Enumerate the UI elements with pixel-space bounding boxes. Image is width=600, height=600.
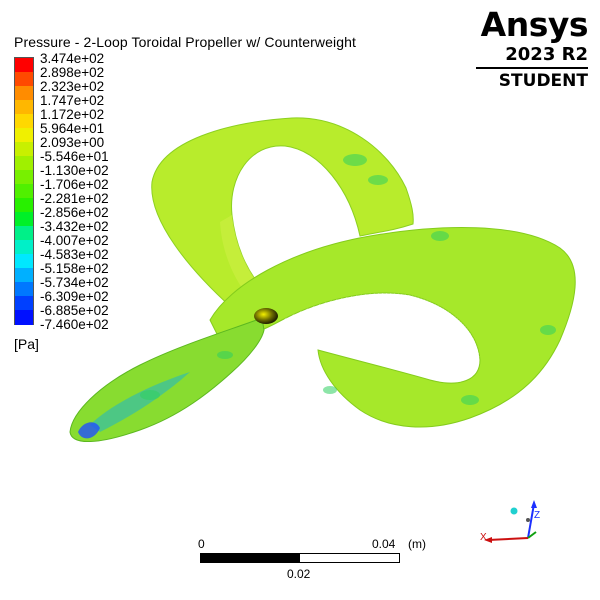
legend-label: -6.309e+02 (40, 289, 109, 304)
legend-label: -4.007e+02 (40, 233, 109, 248)
colorbar-band (15, 198, 33, 213)
scale-label-middle: 0.02 (287, 567, 311, 581)
colorbar-band (15, 170, 33, 185)
pressure-colorbar (14, 57, 34, 325)
legend-label: -5.158e+02 (40, 261, 109, 276)
legend-unit: [Pa] (14, 336, 39, 352)
brand-edition: STUDENT (498, 71, 588, 91)
colorbar-band (15, 310, 33, 325)
legend-label: -5.546e+01 (40, 149, 109, 164)
legend-label: -3.432e+02 (40, 219, 109, 234)
upper-loop-blade (151, 117, 414, 309)
lower-loop-blade (209, 227, 576, 428)
colorbar-band (15, 114, 33, 129)
legend-label: 5.964e+01 (40, 121, 105, 136)
ansys-logo: Ansys 2023 R2 (480, 5, 589, 66)
legend-label: -7.460e+02 (40, 317, 109, 332)
colorbar-band (15, 156, 33, 171)
axis-triad: X Z (480, 500, 540, 543)
colorbar-band (15, 184, 33, 199)
brand-version: 2023 R2 (505, 44, 588, 65)
colorbar-band (15, 142, 33, 157)
colorbar-band (15, 72, 33, 87)
scale-label-left: 0 (198, 537, 205, 551)
legend-label: 2.898e+02 (40, 65, 105, 80)
legend-label: 2.093e+00 (40, 135, 105, 150)
colorbar-band (15, 212, 33, 227)
colorbar-band (15, 58, 33, 73)
legend-label: -2.281e+02 (40, 191, 109, 206)
plot-title: Pressure - 2-Loop Toroidal Propeller w/ … (14, 34, 356, 50)
colorbar-band (15, 86, 33, 101)
legend-label: -6.885e+02 (40, 303, 109, 318)
brand-name: Ansys (480, 5, 589, 44)
legend-label: 2.323e+02 (40, 79, 105, 94)
legend-label: -5.734e+02 (40, 275, 109, 290)
legend-label: -1.130e+02 (40, 163, 109, 178)
pressure-spots (140, 154, 556, 405)
colorbar-band (15, 282, 33, 297)
triad-z-label: Z (534, 510, 540, 521)
colorbar-band (15, 100, 33, 115)
scale-bar-graphic (200, 553, 400, 563)
propeller-hub (254, 308, 278, 324)
brand-divider (476, 67, 588, 69)
scale-unit: (m) (408, 537, 426, 551)
colorbar-band (15, 226, 33, 241)
scale-label-right: 0.04 (372, 537, 396, 551)
colorbar-band (15, 296, 33, 311)
colorbar-band (15, 254, 33, 269)
colorbar-band (15, 240, 33, 255)
legend-label: -4.583e+02 (40, 247, 109, 262)
colorbar-band (15, 268, 33, 283)
triad-x-label: X (480, 532, 487, 543)
colorbar-band (15, 128, 33, 143)
legend-label: -1.706e+02 (40, 177, 109, 192)
legend-label: 1.172e+02 (40, 107, 105, 122)
legend-label: -2.856e+02 (40, 205, 109, 220)
legend-label: 3.474e+02 (40, 51, 105, 66)
legend-label: 1.747e+02 (40, 93, 105, 108)
